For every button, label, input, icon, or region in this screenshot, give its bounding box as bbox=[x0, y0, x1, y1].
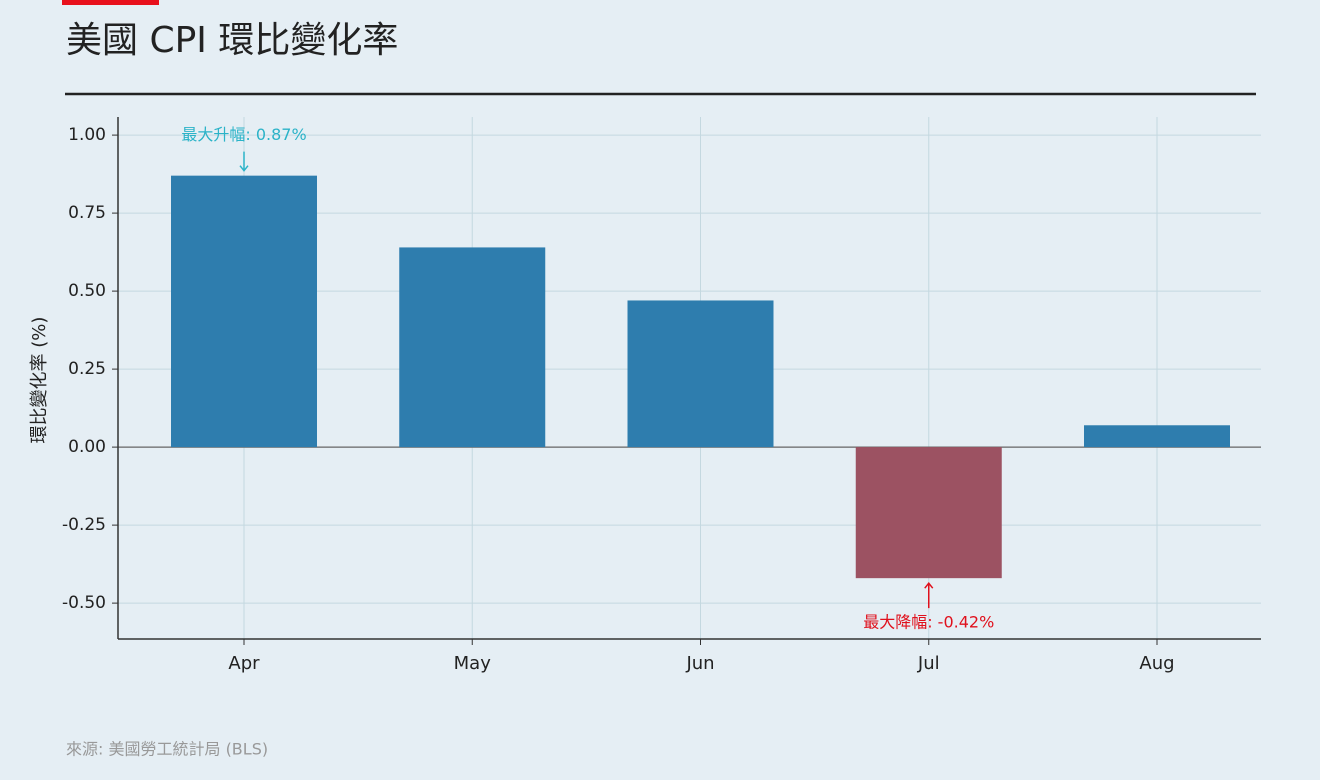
annotation: 最大升幅: 0.87% bbox=[181, 125, 306, 144]
chart-title: 美國 CPI 環比變化率 bbox=[66, 20, 398, 61]
annotation: 最大降幅: -0.42% bbox=[863, 613, 994, 632]
y-tick-label: 0.00 bbox=[68, 437, 106, 457]
y-tick-label: -0.25 bbox=[62, 515, 106, 535]
x-tick-label: Aug bbox=[1139, 653, 1174, 674]
bar bbox=[171, 175, 317, 448]
source-note: 來源: 美國勞工統計局 (BLS) bbox=[66, 740, 268, 759]
bar bbox=[1084, 425, 1230, 448]
annotation-arrow bbox=[924, 581, 934, 609]
x-tick-label: Jul bbox=[917, 653, 940, 674]
x-tick-label: Jun bbox=[685, 653, 714, 674]
y-tick-label: 0.25 bbox=[68, 359, 106, 379]
y-tick-label: 0.75 bbox=[68, 203, 106, 223]
y-tick-label: -0.50 bbox=[62, 593, 106, 613]
accent-bar bbox=[62, 0, 159, 5]
bar bbox=[399, 247, 546, 448]
annotation-arrow bbox=[239, 151, 249, 172]
y-axis-label: 環比變化率 (%) bbox=[29, 317, 50, 444]
bar bbox=[627, 300, 774, 448]
y-tick-label: 0.50 bbox=[68, 281, 106, 301]
y-tick-label: 1.00 bbox=[68, 125, 106, 145]
x-tick-label: May bbox=[454, 653, 492, 674]
x-tick-label: Apr bbox=[228, 653, 260, 674]
bar bbox=[855, 447, 1002, 579]
